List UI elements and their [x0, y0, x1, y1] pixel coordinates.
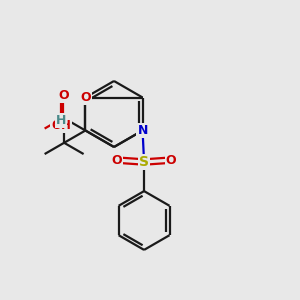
Text: N: N	[137, 124, 148, 137]
Text: O: O	[58, 89, 69, 102]
Text: OH: OH	[51, 119, 71, 132]
Text: O: O	[80, 91, 91, 104]
Text: O: O	[112, 154, 122, 167]
Text: O: O	[166, 154, 176, 167]
Text: H: H	[56, 114, 66, 127]
Text: S: S	[139, 155, 149, 169]
